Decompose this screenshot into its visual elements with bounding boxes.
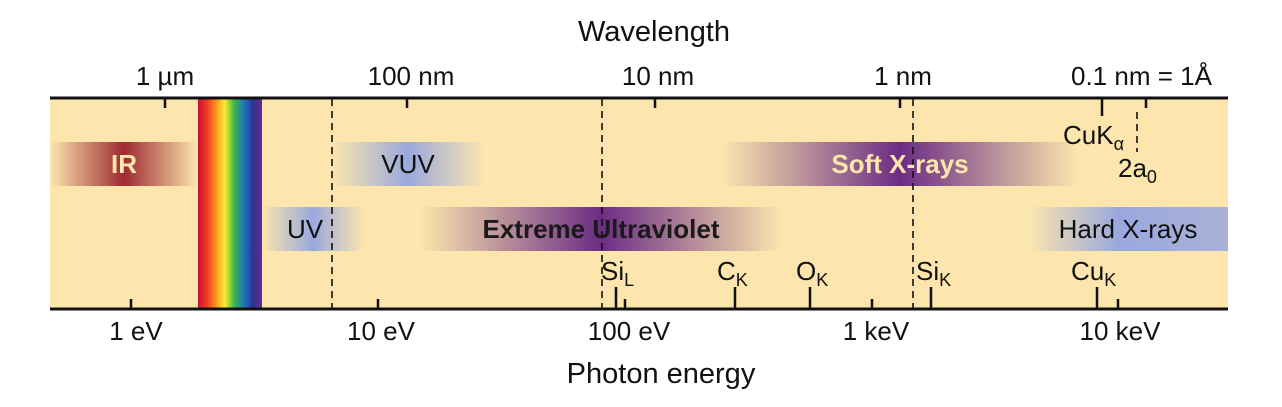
visible-spectrum <box>198 98 262 309</box>
wavelength-tick-label: 100 nm <box>367 61 455 91</box>
euv-label: Extreme Ultraviolet <box>482 213 720 244</box>
wavelength-tick-label: 1 nm <box>874 61 932 91</box>
wavelength-tick-label: 0.1 nm = 1Å <box>1071 61 1212 91</box>
energy-tick-label: 10 keV <box>1079 316 1161 346</box>
soft-xray-label: Soft X-rays <box>831 148 969 179</box>
vuv-band <box>332 142 484 186</box>
energy-tick-label: 10 eV <box>347 316 415 346</box>
energy-tick-label: 1 keV <box>842 316 910 346</box>
hard-xray-label: Hard X-rays <box>1058 213 1198 244</box>
ir-label: IR <box>111 148 137 179</box>
uv-label: UV <box>286 213 324 244</box>
edge-label-cu-k: CuK <box>1071 256 1117 290</box>
ir-band <box>50 142 198 186</box>
edge-label-o-k: OK <box>796 256 829 290</box>
energy-ticks <box>129 299 1120 309</box>
edge-label-si-k: SiK <box>916 256 952 290</box>
energy-axis-title: Photon energy <box>566 358 756 390</box>
wavelength-axis-title: Wavelength <box>577 16 731 48</box>
energy-tick-label: 100 eV <box>587 316 671 346</box>
bohr-radius-label: 2a0 <box>1118 153 1157 187</box>
euv-band <box>420 207 782 251</box>
vuv-label: VUV <box>381 148 435 179</box>
wavelength-tick-label: 1 µm <box>135 61 195 91</box>
region-boundaries <box>331 99 1138 309</box>
cuk-alpha-label: CuKα <box>1063 120 1124 154</box>
soft-xray-band <box>722 142 1078 186</box>
hard-xray-band <box>1028 207 1228 251</box>
wavelength-ticks <box>163 98 1148 116</box>
edge-markers <box>614 287 1099 309</box>
uv-band <box>262 207 364 251</box>
wavelength-tick-label: 10 nm <box>621 61 695 91</box>
energy-tick-label: 1 eV <box>109 316 163 346</box>
edge-label-c-k: CK <box>717 256 748 290</box>
edge-label-si-l: SiL <box>601 256 635 290</box>
